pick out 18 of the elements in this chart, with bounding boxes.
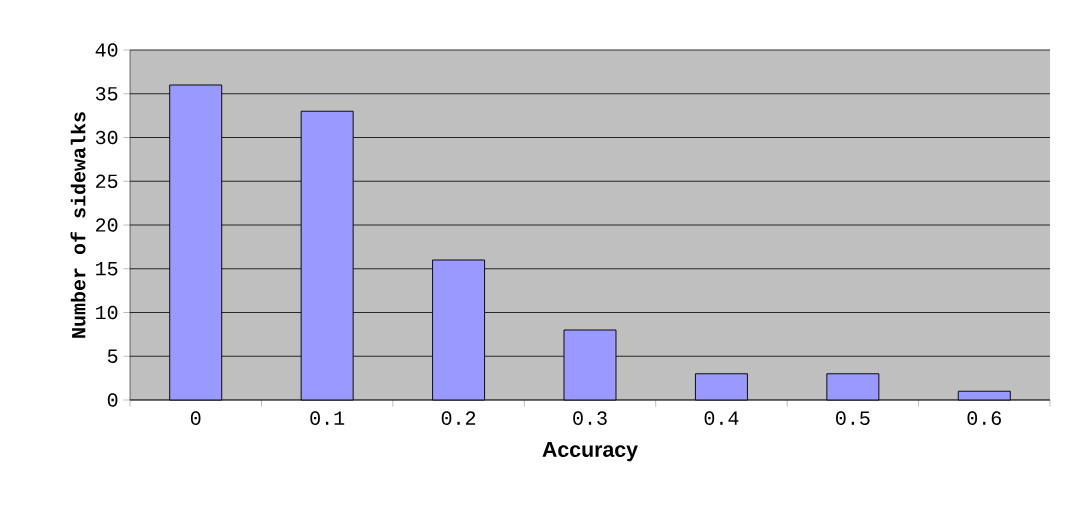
- x-axis-title: Accuracy: [542, 442, 638, 462]
- y-axis-title: Number of sidewalks: [70, 112, 86, 338]
- y-tick-label: 10: [96, 305, 118, 320]
- x-tick-label: 0.2: [441, 411, 476, 425]
- x-tick-label: 0.6: [967, 411, 1001, 425]
- y-tick-label: 30: [95, 130, 118, 145]
- y-tick-label: 15: [96, 262, 118, 276]
- y-tick-label: 40: [95, 43, 118, 57]
- x-tick-label: 0.1: [310, 411, 345, 425]
- x-tick-label: 0.5: [836, 411, 870, 425]
- y-tick-label: 0: [107, 393, 118, 407]
- y-tick-label: 5: [107, 349, 118, 363]
- y-tick-label: 25: [96, 174, 118, 189]
- x-tick-label: 0.4: [704, 411, 739, 425]
- y-tick-label: 35: [95, 86, 118, 101]
- x-tick-label: 0.3: [573, 411, 607, 425]
- x-tick-label: 0: [190, 411, 201, 425]
- y-tick-label: 20: [96, 218, 118, 232]
